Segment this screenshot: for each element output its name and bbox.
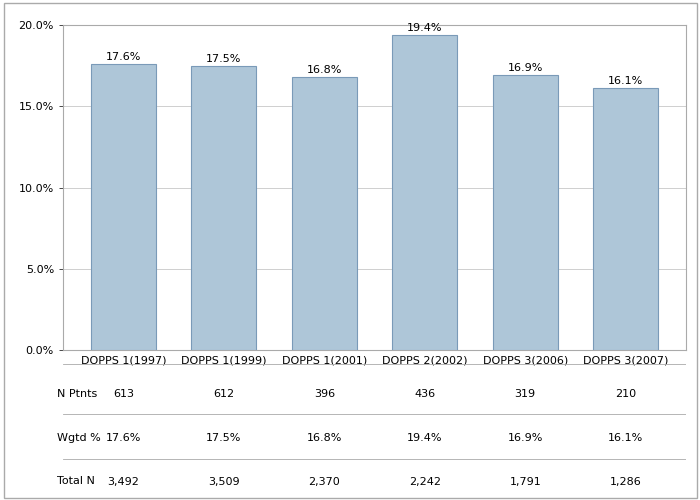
Text: 16.1%: 16.1% bbox=[608, 76, 643, 86]
Text: 16.9%: 16.9% bbox=[508, 64, 543, 74]
Text: 17.6%: 17.6% bbox=[106, 434, 141, 444]
Text: 612: 612 bbox=[214, 389, 235, 399]
Bar bbox=[392, 35, 457, 350]
Text: 16.8%: 16.8% bbox=[307, 65, 342, 75]
Text: 3,492: 3,492 bbox=[107, 476, 139, 486]
Text: 17.5%: 17.5% bbox=[206, 434, 241, 444]
Text: 2,370: 2,370 bbox=[309, 476, 340, 486]
Text: 319: 319 bbox=[514, 389, 536, 399]
Text: Wgtd %: Wgtd % bbox=[57, 434, 101, 444]
Text: 436: 436 bbox=[414, 389, 435, 399]
Text: 613: 613 bbox=[113, 389, 134, 399]
Text: 210: 210 bbox=[615, 389, 636, 399]
Text: 1,791: 1,791 bbox=[510, 476, 541, 486]
Text: 16.1%: 16.1% bbox=[608, 434, 643, 444]
Text: 17.5%: 17.5% bbox=[206, 54, 241, 64]
Text: 1,286: 1,286 bbox=[610, 476, 642, 486]
Bar bbox=[493, 76, 558, 350]
Bar bbox=[90, 64, 156, 350]
Text: 396: 396 bbox=[314, 389, 335, 399]
Text: 19.4%: 19.4% bbox=[407, 434, 442, 444]
Text: 16.9%: 16.9% bbox=[508, 434, 543, 444]
Text: 16.8%: 16.8% bbox=[307, 434, 342, 444]
Text: 3,509: 3,509 bbox=[208, 476, 239, 486]
Text: 17.6%: 17.6% bbox=[106, 52, 141, 62]
Text: 19.4%: 19.4% bbox=[407, 23, 442, 33]
Text: N Ptnts: N Ptnts bbox=[57, 389, 97, 399]
Bar bbox=[191, 66, 256, 350]
Text: 2,242: 2,242 bbox=[409, 476, 441, 486]
Bar bbox=[292, 77, 357, 350]
Text: Total N: Total N bbox=[57, 476, 94, 486]
Bar bbox=[593, 88, 659, 350]
